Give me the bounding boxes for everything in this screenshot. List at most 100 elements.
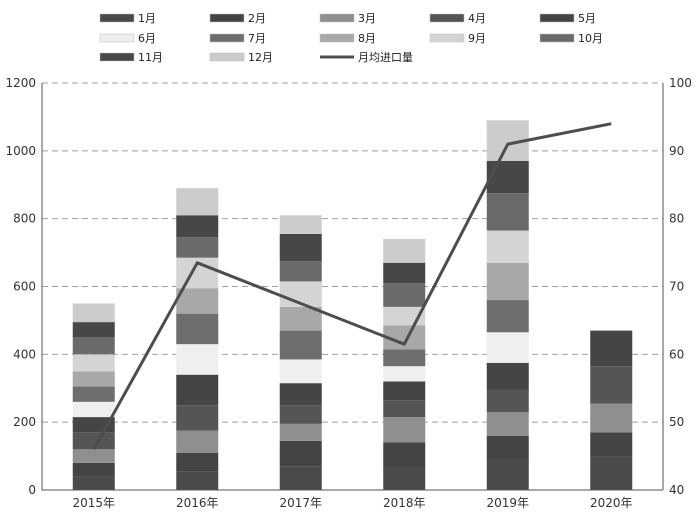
bar-segment <box>590 330 633 367</box>
bar-segment <box>72 371 115 387</box>
y2-tick-label: 50 <box>669 415 684 429</box>
y2-tick-label: 70 <box>669 280 684 294</box>
line-series <box>92 122 612 451</box>
bar-segment <box>590 456 633 490</box>
legend-swatch <box>209 52 245 62</box>
y-tick-label: 600 <box>13 280 36 294</box>
bar-segment <box>590 403 633 433</box>
bar-segment <box>279 233 322 262</box>
bar-segment <box>590 432 633 457</box>
bar-segment <box>383 442 426 468</box>
bar-segment <box>176 344 219 375</box>
legend-label: 月均进口量 <box>358 51 413 64</box>
bar-segment <box>383 349 426 367</box>
axes: 0 200 400 600 800 1000 1200 40 50 60 70 80 90 100 2015… <box>5 76 691 510</box>
x-tick-label: 2015年 <box>72 496 115 510</box>
legend: 1月 2月 3月 4月 5月 6月 7月 8月 9月 10月 11月 12月 月均进口量 <box>99 12 603 64</box>
bar-segment <box>486 230 529 263</box>
y-tick-label: 1200 <box>5 76 36 90</box>
bar-segment <box>176 188 219 216</box>
bar-segment <box>279 330 322 360</box>
bar-segment <box>279 405 322 424</box>
legend-label: 3月 <box>358 12 376 25</box>
bar-segment <box>279 261 322 282</box>
bar-segment <box>72 432 115 450</box>
y2-tick-label: 100 <box>669 76 692 90</box>
x-tick-label: 2019年 <box>486 496 529 510</box>
bar-segment <box>72 449 115 463</box>
gridlines <box>42 82 663 423</box>
legend-label: 4月 <box>468 12 486 25</box>
bar-segment <box>176 215 219 238</box>
bar-segment <box>72 462 115 477</box>
x-tick-label: 2017年 <box>279 496 322 510</box>
legend-label: 9月 <box>468 32 486 45</box>
bar-segment <box>176 313 219 345</box>
y-tick-label: 0 <box>28 483 36 497</box>
y2-tick-label: 40 <box>669 483 684 497</box>
bar-segment <box>486 262 529 301</box>
bar-segment <box>383 325 426 350</box>
y2-tick-label: 90 <box>669 144 684 158</box>
legend-swatch <box>539 13 575 23</box>
bar-segment <box>383 239 426 263</box>
bar-segment <box>383 467 426 490</box>
bar-segment <box>383 366 426 382</box>
legend-label: 12月 <box>248 51 273 64</box>
legend-label: 2月 <box>248 12 266 25</box>
legend-label: 11月 <box>138 51 163 64</box>
legend-swatch <box>539 33 575 43</box>
legend-swatch <box>429 33 465 43</box>
bar-segment <box>72 401 115 418</box>
bar-segment <box>486 300 529 333</box>
legend-label: 10月 <box>578 32 603 45</box>
x-tick-label: 2020年 <box>590 496 633 510</box>
legend-swatch <box>99 13 135 23</box>
legend-label: 5月 <box>578 12 596 25</box>
y2-tick-label: 80 <box>669 212 684 226</box>
bar-segment <box>176 430 219 453</box>
bar-segment <box>176 374 219 406</box>
bar-segment <box>590 366 633 404</box>
legend-swatch <box>99 33 135 43</box>
y-tick-label: 1000 <box>5 144 36 158</box>
bar-segment <box>279 466 322 490</box>
bar-segment <box>176 237 219 258</box>
bar-segment <box>383 417 426 443</box>
legend-swatch <box>209 13 245 23</box>
bar-segment <box>486 332 529 363</box>
bar-segment <box>486 362 529 390</box>
legend-label: 7月 <box>248 32 266 45</box>
y-tick-label: 800 <box>13 212 36 226</box>
bar-segment <box>279 306 322 331</box>
y-tick-label: 200 <box>13 415 36 429</box>
bar-segment <box>383 381 426 401</box>
bar-segment <box>486 435 529 460</box>
bar-segment <box>176 471 219 490</box>
bar-segment <box>486 161 529 194</box>
y2-tick-label: 60 <box>669 347 684 361</box>
bar-segment <box>72 322 115 338</box>
legend-swatch <box>99 52 135 62</box>
bar-segment <box>279 359 322 384</box>
legend-swatch <box>319 33 355 43</box>
bar-segment <box>279 215 322 234</box>
bar-segment <box>486 411 529 436</box>
bar-segment <box>72 337 115 355</box>
bar-segment <box>176 405 219 431</box>
bar-segment <box>383 400 426 418</box>
x-tick-label: 2018年 <box>383 496 426 510</box>
bar-segment <box>176 288 219 314</box>
bars <box>72 120 633 490</box>
line-series-path <box>92 122 612 451</box>
bar-segment <box>486 193 529 231</box>
legend-label: 1月 <box>138 12 156 25</box>
legend-swatch <box>209 33 245 43</box>
bar-segment <box>72 303 115 323</box>
bar-segment <box>176 452 219 472</box>
legend-swatch <box>429 13 465 23</box>
bar-segment <box>383 283 426 307</box>
legend-label: 6月 <box>138 32 156 45</box>
bar-segment <box>279 440 322 467</box>
